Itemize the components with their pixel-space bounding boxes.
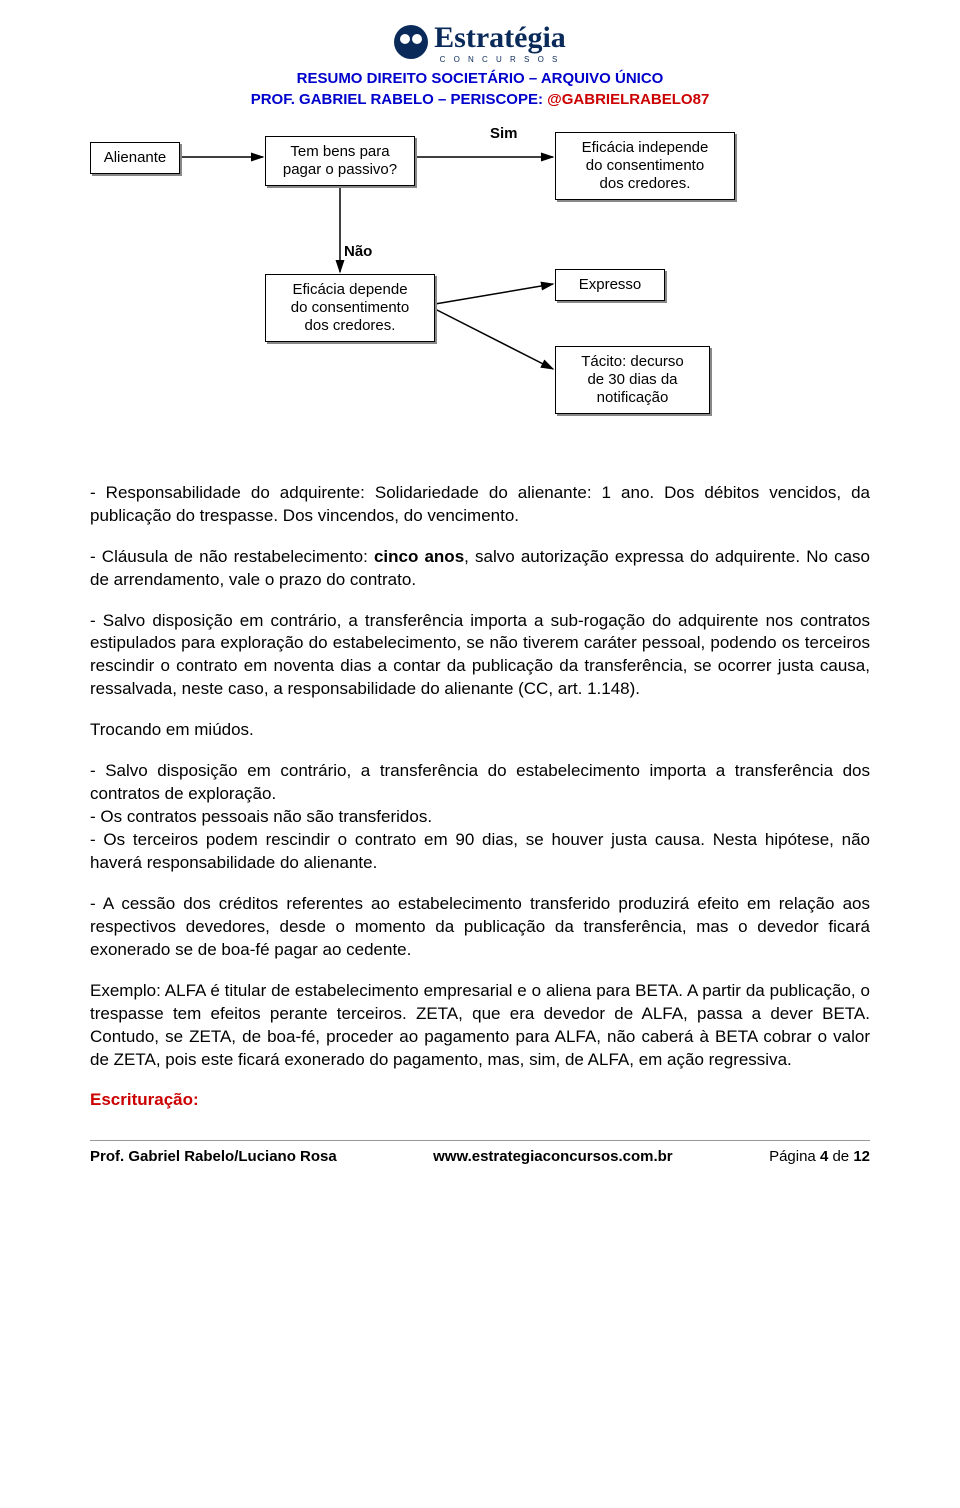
flowchart-arrows bbox=[90, 124, 870, 454]
footer-url: www.estrategiaconcursos.com.br bbox=[433, 1147, 673, 1167]
paragraph-7: - Os terceiros podem rescindir o contrat… bbox=[90, 829, 870, 875]
brand-name: Estratégia bbox=[434, 18, 566, 59]
header-handle: @GABRIELRABELO87 bbox=[547, 91, 709, 108]
section-heading: Escrituração: bbox=[90, 1089, 870, 1112]
paragraph-9: Exemplo: ALFA é titular de estabelecimen… bbox=[90, 980, 870, 1072]
flow-node-eficacia_indep: Eficácia independedo consentimentodos cr… bbox=[555, 132, 735, 200]
header-title: RESUMO DIREITO SOCIETÁRIO – ARQUIVO ÚNIC… bbox=[90, 69, 870, 89]
page-header: Estratégia C O N C U R S O S RESUMO DIRE… bbox=[90, 18, 870, 110]
flow-label-nao: Não bbox=[344, 242, 372, 262]
header-subtitle: PROF. GABRIEL RABELO – PERISCOPE: @GABRI… bbox=[90, 90, 870, 110]
paragraph-2: - Cláusula de não restabelecimento: cinc… bbox=[90, 546, 870, 592]
flow-node-expresso: Expresso bbox=[555, 269, 665, 301]
flow-node-alienante: Alienante bbox=[90, 142, 180, 174]
footer-page: Página 4 de 12 bbox=[769, 1147, 870, 1167]
owl-icon bbox=[394, 25, 428, 59]
flow-node-tembens: Tem bens parapagar o passivo? bbox=[265, 136, 415, 186]
flow-node-eficacia_dep: Eficácia dependedo consentimentodos cred… bbox=[265, 274, 435, 342]
paragraph-1: - Responsabilidade do adquirente: Solida… bbox=[90, 482, 870, 528]
brand-subtitle: C O N C U R S O S bbox=[434, 55, 566, 66]
paragraph-6: - Os contratos pessoais não são transfer… bbox=[90, 806, 870, 829]
flow-label-sim: Sim bbox=[490, 124, 518, 144]
paragraph-8: - A cessão dos créditos referentes ao es… bbox=[90, 893, 870, 962]
flowchart: Alienante Tem bens parapagar o passivo? Ef… bbox=[90, 124, 870, 454]
page-footer: Prof. Gabriel Rabelo/Luciano Rosa www.es… bbox=[90, 1140, 870, 1167]
paragraph-3: - Salvo disposição em contrário, a trans… bbox=[90, 610, 870, 702]
flow-node-tacito: Tácito: decursode 30 dias danotificação bbox=[555, 346, 710, 414]
brand-logo: Estratégia C O N C U R S O S bbox=[90, 18, 870, 65]
paragraph-5: - Salvo disposição em contrário, a trans… bbox=[90, 760, 870, 806]
paragraph-4: Trocando em miúdos. bbox=[90, 719, 870, 742]
body-content: - Responsabilidade do adquirente: Solida… bbox=[90, 482, 870, 1113]
footer-author: Prof. Gabriel Rabelo/Luciano Rosa bbox=[90, 1147, 337, 1167]
header-prof: PROF. GABRIEL RABELO – PERISCOPE: bbox=[251, 91, 543, 108]
